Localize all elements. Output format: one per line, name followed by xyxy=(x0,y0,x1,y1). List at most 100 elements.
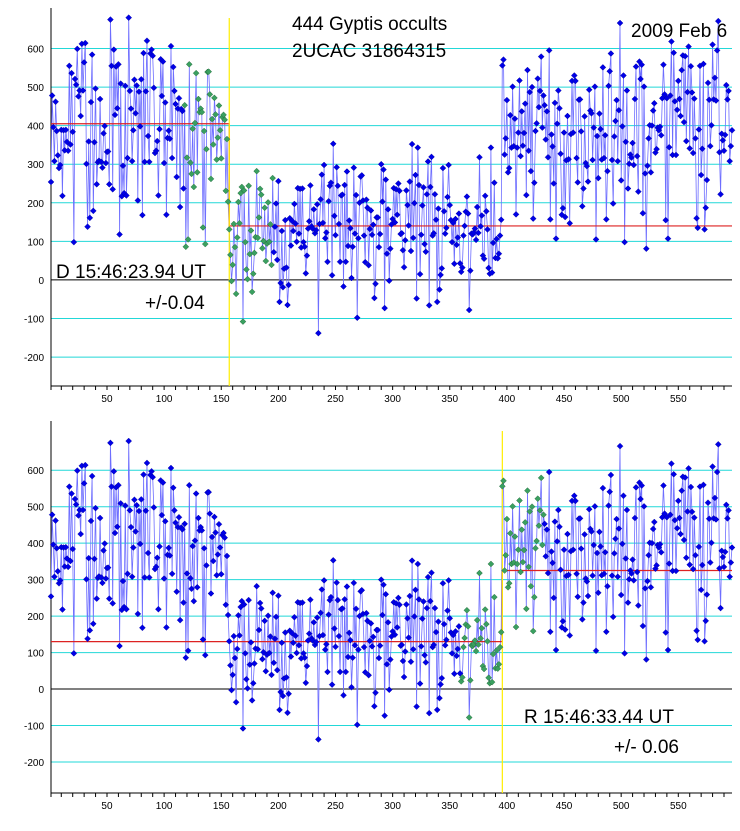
reappearance-error-label: +/- 0.06 xyxy=(614,737,679,758)
event-data-point xyxy=(253,167,260,175)
data-point xyxy=(664,646,672,654)
data-point xyxy=(208,533,216,541)
data-point xyxy=(640,83,648,90)
data-point xyxy=(605,502,612,509)
data-point xyxy=(428,569,435,577)
data-point xyxy=(494,255,502,262)
data-point xyxy=(254,646,262,653)
data-point xyxy=(149,52,156,60)
y-tick-label: 600 xyxy=(27,45,44,56)
data-point xyxy=(303,252,311,259)
data-point xyxy=(400,263,408,271)
data-point xyxy=(464,210,472,217)
data-point xyxy=(99,579,106,587)
data-point xyxy=(467,267,474,274)
data-point xyxy=(86,627,94,634)
data-point xyxy=(315,736,322,743)
data-point xyxy=(645,551,652,559)
data-point xyxy=(167,42,175,50)
data-point xyxy=(686,145,694,152)
data-point xyxy=(712,516,720,523)
data-point xyxy=(414,144,422,151)
disappearance-panel: -200 -100 0 100 200 300 400 500 600 50 100 150 200 25… xyxy=(24,8,736,405)
data-point xyxy=(630,577,638,584)
data-point xyxy=(653,145,660,153)
event-data-point xyxy=(461,634,468,642)
data-point xyxy=(391,219,399,226)
data-point xyxy=(688,508,696,516)
data-point xyxy=(380,581,387,589)
data-point xyxy=(593,132,601,140)
event-data-point xyxy=(496,643,504,651)
event-data-point xyxy=(487,560,495,568)
data-point xyxy=(349,654,356,661)
data-point xyxy=(121,82,129,90)
data-point xyxy=(152,147,160,154)
data-point xyxy=(167,464,175,472)
data-point xyxy=(569,546,577,554)
data-point xyxy=(305,218,313,225)
data-point xyxy=(413,703,420,710)
data-point xyxy=(622,138,630,146)
data-point xyxy=(54,152,62,159)
data-point xyxy=(438,674,446,682)
data-point xyxy=(421,651,428,659)
data-point xyxy=(604,582,611,590)
event-data-point xyxy=(491,593,498,601)
x-tick-label: 350 xyxy=(441,394,458,405)
data-point xyxy=(572,497,579,505)
data-point xyxy=(515,129,522,136)
data-point xyxy=(59,192,66,200)
data-point xyxy=(97,158,105,166)
data-point xyxy=(223,552,231,560)
data-point xyxy=(190,597,198,605)
data-point xyxy=(347,636,354,644)
data-point xyxy=(355,646,362,653)
data-point xyxy=(589,572,596,579)
data-point xyxy=(363,196,370,203)
data-point xyxy=(239,725,247,732)
data-point xyxy=(331,625,338,632)
event-data-point xyxy=(524,487,531,494)
data-point xyxy=(617,591,625,599)
data-point xyxy=(688,89,696,96)
data-point xyxy=(340,283,347,290)
data-point xyxy=(342,668,350,676)
y-tick-label: -100 xyxy=(24,315,44,326)
event-data-point xyxy=(199,224,207,231)
data-point xyxy=(275,592,282,599)
data-point xyxy=(269,589,276,597)
data-point xyxy=(372,280,379,288)
data-point xyxy=(665,560,673,567)
data-point xyxy=(544,569,552,577)
data-point xyxy=(163,211,170,219)
data-point xyxy=(409,646,417,653)
data-point xyxy=(507,111,514,119)
data-point xyxy=(478,212,486,219)
x-tick-label: 250 xyxy=(327,394,344,405)
data-point xyxy=(574,593,582,601)
data-point xyxy=(349,243,356,251)
data-point xyxy=(521,100,529,107)
data-point xyxy=(395,180,402,187)
data-point xyxy=(384,206,392,213)
data-point xyxy=(72,501,80,508)
data-point xyxy=(709,41,716,48)
data-point xyxy=(416,680,424,687)
event-data-point xyxy=(488,678,496,686)
data-point xyxy=(684,88,691,96)
data-point xyxy=(537,53,545,60)
data-point xyxy=(182,654,190,661)
data-point xyxy=(529,215,537,222)
data-point xyxy=(487,144,495,151)
event-data-point xyxy=(502,551,510,559)
data-point xyxy=(175,513,183,521)
data-point xyxy=(92,85,99,92)
event-data-point xyxy=(182,243,190,251)
data-point xyxy=(461,222,468,230)
x-tick-label: 150 xyxy=(213,394,230,405)
data-point xyxy=(213,571,220,579)
data-point xyxy=(276,706,283,714)
data-point xyxy=(207,590,215,597)
data-point xyxy=(73,467,81,474)
